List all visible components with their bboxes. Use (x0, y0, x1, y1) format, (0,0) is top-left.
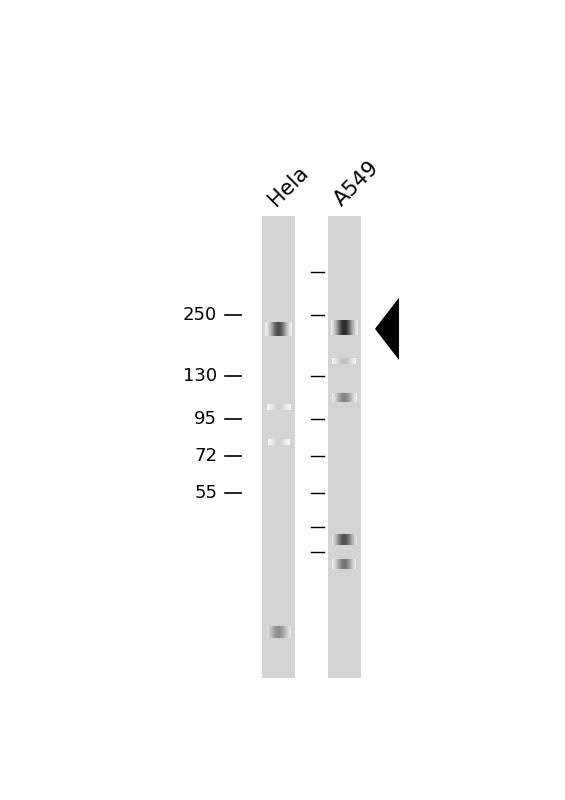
Bar (262, 216, 295, 678)
Text: 130: 130 (183, 367, 218, 386)
Text: 250: 250 (183, 306, 218, 324)
Text: 95: 95 (194, 410, 218, 429)
Bar (328, 216, 360, 678)
Text: 72: 72 (194, 447, 218, 466)
Text: 55: 55 (194, 484, 218, 502)
Text: Hela: Hela (264, 162, 312, 210)
Polygon shape (375, 298, 399, 360)
Text: A549: A549 (330, 158, 383, 210)
